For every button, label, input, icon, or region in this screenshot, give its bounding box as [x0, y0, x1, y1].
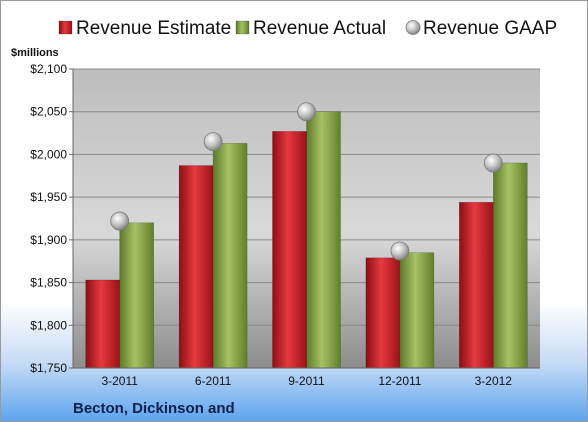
x-axis: 3-2011 6-2011 9-2011 12-2011 3-2012 — [73, 367, 540, 388]
legend-swatch — [58, 20, 73, 35]
y-tick-label: $2,050 — [30, 105, 67, 119]
bar-revenue-estimate — [85, 279, 120, 369]
y-tick-label: $2,100 — [30, 62, 67, 76]
legend-label: Revenue Estimate — [76, 18, 231, 39]
x-tick-label: 6-2011 — [195, 374, 232, 388]
marker-revenue-gaap — [483, 153, 503, 173]
bar-revenue-actual — [119, 222, 154, 369]
gaap-markers — [110, 102, 503, 261]
marker-revenue-gaap — [110, 211, 130, 231]
y-tick-label: $1,950 — [30, 190, 67, 204]
y-tick-label: $1,900 — [30, 233, 67, 247]
bars — [85, 111, 528, 369]
x-tick-label: 3-2011 — [101, 374, 138, 388]
bar-revenue-estimate — [272, 131, 307, 369]
bar-revenue-estimate — [178, 165, 214, 369]
legend-label: Revenue Actual — [253, 18, 386, 39]
x-tick-label: 3-2012 — [475, 374, 513, 388]
legend-label: Revenue GAAP — [423, 18, 557, 39]
legend: Revenue Estimate Revenue Actual Revenue GA… — [58, 18, 557, 39]
legend-swatch — [235, 20, 250, 35]
x-tick-label: 12-2011 — [378, 374, 421, 388]
company-name: Becton, Dickinson and — [73, 400, 235, 417]
bar-revenue-actual — [492, 162, 528, 369]
marker-revenue-gaap — [297, 102, 316, 122]
bar-revenue-actual — [399, 252, 435, 369]
y-unit-label: $millions — [11, 47, 59, 59]
marker-revenue-gaap — [203, 132, 223, 152]
x-tick-label: 9-2011 — [288, 374, 325, 388]
bar-revenue-actual — [306, 111, 341, 369]
y-tick-label: $1,800 — [30, 318, 67, 332]
bar-revenue-actual — [212, 143, 248, 369]
legend-swatch — [405, 20, 421, 35]
bar-revenue-estimate — [458, 201, 494, 369]
y-tick-label: $1,750 — [30, 361, 67, 375]
marker-revenue-gaap — [390, 241, 410, 261]
bar-revenue-estimate — [365, 257, 401, 369]
y-axis: $1,750 $1,800 $1,850 $1,900 $1,950 $2,000 $2,0… — [30, 62, 74, 375]
y-tick-label: $1,850 — [30, 276, 67, 290]
y-tick-label: $2,000 — [30, 147, 67, 161]
